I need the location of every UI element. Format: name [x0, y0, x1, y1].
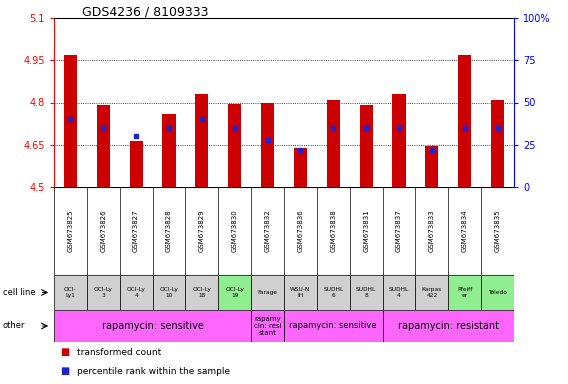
Bar: [64, 55, 77, 187]
Bar: [284, 310, 383, 342]
Bar: [294, 147, 307, 187]
Bar: [120, 275, 153, 310]
Text: OCI-Ly
10: OCI-Ly 10: [160, 287, 178, 298]
Bar: [317, 275, 350, 310]
Bar: [130, 141, 143, 187]
Bar: [97, 105, 110, 187]
Bar: [261, 103, 274, 187]
Text: Farage: Farage: [257, 290, 278, 295]
Bar: [185, 275, 218, 310]
Bar: [481, 275, 514, 310]
Text: GSM673832: GSM673832: [265, 210, 270, 252]
Text: GSM673834: GSM673834: [462, 210, 467, 252]
Text: GSM673825: GSM673825: [68, 210, 73, 252]
Bar: [425, 146, 438, 187]
Text: GSM673835: GSM673835: [495, 210, 500, 252]
Text: WSU-N
IH: WSU-N IH: [290, 287, 311, 298]
Text: transformed count: transformed count: [77, 348, 161, 357]
Text: SUDHL
8: SUDHL 8: [356, 287, 376, 298]
Bar: [415, 275, 448, 310]
Bar: [162, 114, 176, 187]
Text: ■: ■: [60, 348, 69, 358]
Bar: [251, 275, 284, 310]
Text: Toledo: Toledo: [488, 290, 507, 295]
Text: rapamycin: sensitive: rapamycin: sensitive: [102, 321, 203, 331]
Text: OCI-Ly
18: OCI-Ly 18: [193, 287, 211, 298]
Bar: [87, 275, 120, 310]
Bar: [54, 275, 87, 310]
Bar: [327, 100, 340, 187]
Text: GSM673828: GSM673828: [166, 210, 172, 252]
Text: SUDHL
4: SUDHL 4: [389, 287, 409, 298]
Bar: [392, 94, 406, 187]
Text: rapamycin: resistant: rapamycin: resistant: [398, 321, 499, 331]
Bar: [228, 104, 241, 187]
Bar: [195, 94, 208, 187]
Bar: [360, 105, 373, 187]
Text: ■: ■: [60, 366, 69, 376]
Text: Karpas
422: Karpas 422: [422, 287, 442, 298]
Text: GSM673836: GSM673836: [298, 210, 303, 252]
Text: rapamy
cin: resi
stant: rapamy cin: resi stant: [254, 316, 281, 336]
Text: Pfeiff
er: Pfeiff er: [457, 287, 473, 298]
Text: GSM673826: GSM673826: [101, 210, 106, 252]
Text: OCI-Ly
4: OCI-Ly 4: [127, 287, 145, 298]
Bar: [448, 275, 481, 310]
Text: GSM673827: GSM673827: [133, 210, 139, 252]
Text: OCI-Ly
3: OCI-Ly 3: [94, 287, 112, 298]
Text: GDS4236 / 8109333: GDS4236 / 8109333: [82, 5, 209, 18]
Bar: [350, 275, 383, 310]
Text: GSM673831: GSM673831: [363, 210, 369, 252]
Text: rapamycin: sensitive: rapamycin: sensitive: [290, 321, 377, 331]
Text: OCI-Ly
19: OCI-Ly 19: [225, 287, 244, 298]
Text: GSM673837: GSM673837: [396, 210, 402, 252]
Bar: [458, 55, 471, 187]
Bar: [251, 310, 284, 342]
Text: GSM673833: GSM673833: [429, 210, 435, 252]
Text: cell line: cell line: [3, 288, 35, 297]
Text: other: other: [3, 321, 26, 331]
Text: SUDHL
6: SUDHL 6: [323, 287, 344, 298]
Bar: [383, 275, 415, 310]
Text: GSM673838: GSM673838: [331, 210, 336, 252]
Text: OCI-
Ly1: OCI- Ly1: [64, 287, 77, 298]
Bar: [153, 275, 185, 310]
Bar: [491, 100, 504, 187]
Bar: [284, 275, 317, 310]
Bar: [218, 275, 251, 310]
Text: GSM673829: GSM673829: [199, 210, 205, 252]
Text: percentile rank within the sample: percentile rank within the sample: [77, 367, 230, 376]
Text: GSM673830: GSM673830: [232, 210, 237, 252]
Bar: [383, 310, 514, 342]
Bar: [54, 310, 251, 342]
